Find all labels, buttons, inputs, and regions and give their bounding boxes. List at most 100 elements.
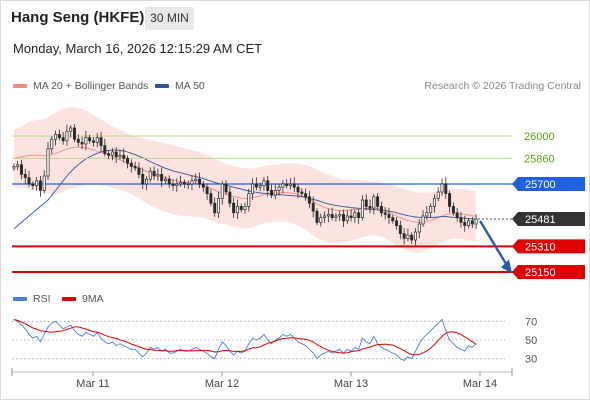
candle-up (16, 164, 20, 167)
candle-down (448, 193, 452, 207)
candle-down (364, 199, 368, 207)
candle-up (421, 215, 425, 225)
candle-up (194, 178, 198, 182)
candle-down (114, 151, 118, 158)
candle-up (432, 198, 436, 207)
candle-up (414, 231, 417, 241)
candle-down (342, 214, 345, 222)
candle-down (198, 178, 202, 185)
candle-up (110, 151, 114, 156)
candle-up (425, 212, 429, 217)
candle-down (107, 153, 111, 156)
candle-up (65, 130, 69, 142)
candle-down (228, 191, 232, 204)
ma9-swatch (62, 297, 76, 301)
candle-down (171, 183, 175, 186)
candle-down (160, 174, 164, 182)
candle-down (470, 220, 474, 225)
level-tag-25150 (512, 265, 585, 279)
candle-up (220, 183, 224, 199)
candle-up (406, 234, 410, 239)
candle-up (235, 206, 239, 214)
candle-down (31, 183, 35, 186)
candle-down (296, 186, 300, 193)
candle-up (277, 186, 281, 191)
candle-up (334, 215, 338, 218)
x-axis-label-mar-13: Mar 13 (334, 378, 368, 390)
candle-down (311, 202, 315, 212)
timeframe-badge[interactable]: 30 MIN (145, 7, 194, 30)
candle-up (216, 198, 220, 214)
candle-down (239, 206, 243, 210)
rsi-legend-label: RSI (33, 293, 51, 305)
level-label-25150: 25150 (525, 267, 556, 279)
candle-down (349, 215, 353, 218)
candle-up (353, 212, 357, 218)
candle-down (137, 167, 141, 175)
candle-up (12, 166, 16, 169)
candle-up (440, 183, 444, 193)
candle-up (372, 196, 376, 209)
candle-down (129, 162, 133, 167)
candle-down (152, 170, 156, 177)
candle-down (379, 206, 383, 214)
candle-down (459, 217, 463, 223)
candle-up (288, 183, 292, 186)
candle-down (463, 222, 467, 226)
rsi-legend: RSI (13, 293, 51, 305)
candle-up (179, 182, 183, 185)
ma9-legend: 9MA (62, 293, 104, 305)
candle-down (387, 214, 391, 218)
candle-down (38, 180, 42, 191)
level-label-25310: 25310 (525, 241, 556, 253)
candle-up (319, 217, 323, 223)
level-label-25700: 25700 (525, 179, 556, 191)
candle-up (273, 190, 277, 196)
x-axis-label-mar-12: Mar 12 (205, 378, 239, 390)
candle-down (23, 174, 27, 178)
candle-up (258, 185, 262, 188)
ma50-legend-label: MA 50 (175, 80, 205, 92)
candle-down (270, 190, 274, 196)
candle-down (368, 206, 372, 209)
candle-down (201, 183, 205, 188)
candle-down (402, 233, 406, 239)
candle-up (323, 215, 327, 218)
candle-down (19, 164, 23, 175)
candle-down (383, 212, 387, 215)
level-label-26000: 26000 (524, 131, 555, 143)
candle-down (292, 183, 296, 188)
candle-up (360, 199, 364, 218)
candle-up (50, 138, 54, 150)
candle-up (84, 137, 88, 145)
level-tag-25310 (512, 239, 585, 254)
last-price-label: 25481 (525, 214, 556, 226)
candle-up (145, 178, 148, 185)
candle-up (118, 154, 122, 158)
level-tag-25700 (512, 177, 585, 191)
candle-down (285, 183, 289, 186)
candle-up (345, 215, 349, 222)
candle-up (190, 180, 194, 185)
candle-down (205, 186, 209, 194)
bollinger-band (13, 107, 477, 253)
candle-up (148, 170, 152, 180)
candle-up (247, 193, 251, 207)
candle-up (156, 174, 160, 177)
candle-down (304, 193, 308, 198)
candle-up (417, 223, 421, 233)
candle-down (300, 191, 304, 194)
candle-down (451, 206, 455, 214)
instrument-title: Hang Seng (HKFE) (11, 9, 145, 26)
rsi-axis-label-50: 50 (525, 335, 537, 347)
candle-down (76, 138, 80, 143)
ma50-legend: MA 50 (155, 80, 205, 92)
report-datetime: Monday, March 16, 2026 12:15:29 AM CET (13, 41, 263, 56)
candle-up (46, 148, 50, 177)
candle-down (182, 182, 186, 185)
candle-up (262, 180, 266, 186)
candle-up (281, 183, 285, 188)
candle-down (103, 145, 107, 154)
candle-up (42, 175, 46, 191)
